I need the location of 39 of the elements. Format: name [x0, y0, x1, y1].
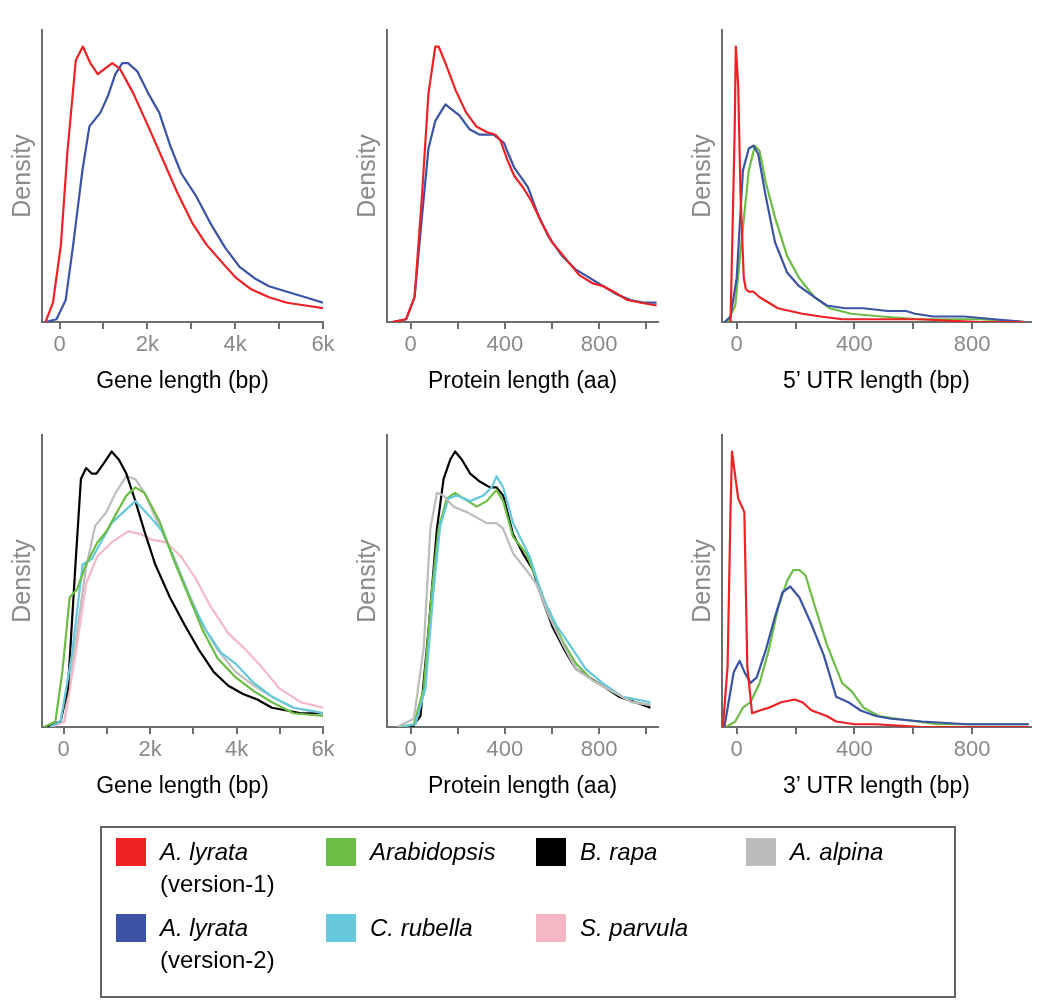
x-axis-title: 3’ UTR length (bp): [782, 771, 971, 798]
x-tick-label: 4k: [224, 736, 250, 762]
x-tick-label: 400: [486, 331, 524, 357]
y-axis-title: Density: [351, 538, 380, 623]
x-tick-label: 400: [486, 736, 524, 762]
x-tick-label: 400: [836, 331, 873, 357]
x-tick-label: 800: [953, 736, 991, 762]
x-tick-label: 0: [404, 331, 417, 357]
x-axis-title: Protein length (aa): [427, 771, 618, 798]
y-axis-title: Density: [6, 133, 35, 218]
legend-label: A. lyrata (version-2): [160, 914, 275, 973]
x-tick-label: 0: [57, 736, 70, 762]
y-axis-title: Density: [686, 133, 715, 218]
legend-label: A. alpina: [790, 838, 884, 865]
x-tick-label: 6k: [311, 736, 336, 762]
legend-label: C. rubella: [370, 914, 473, 941]
x-tick-label: 0: [53, 331, 66, 357]
x-tick-label: 2k: [138, 736, 163, 762]
x-tick-label: 4k: [223, 331, 248, 357]
x-tick-label: 0: [730, 331, 743, 357]
x-axis-title: Gene length (bp): [96, 771, 269, 798]
x-tick-label: 800: [580, 736, 618, 762]
y-axis-title: Density: [6, 538, 35, 623]
x-tick-label: 0: [404, 736, 417, 762]
legend-label: A. lyrata (version-1): [160, 838, 275, 897]
x-tick-label: 400: [836, 736, 873, 762]
x-axis-title: Gene length (bp): [96, 366, 269, 393]
x-tick-label: 2k: [135, 331, 160, 357]
y-axis-title: Density: [351, 133, 380, 218]
x-tick-label: 800: [580, 331, 618, 357]
y-axis-title: Density: [686, 538, 715, 623]
x-tick-label: 800: [953, 331, 991, 357]
legend-label: Arabidopsis: [370, 838, 496, 865]
x-tick-label: 0: [730, 736, 743, 762]
x-axis-title: 5’ UTR length (bp): [782, 366, 971, 393]
x-axis-title: Protein length (aa): [427, 366, 618, 393]
legend-label: B. rapa: [580, 838, 658, 865]
legend-label: S. parvula: [580, 914, 689, 941]
x-tick-label: 6k: [311, 331, 336, 357]
